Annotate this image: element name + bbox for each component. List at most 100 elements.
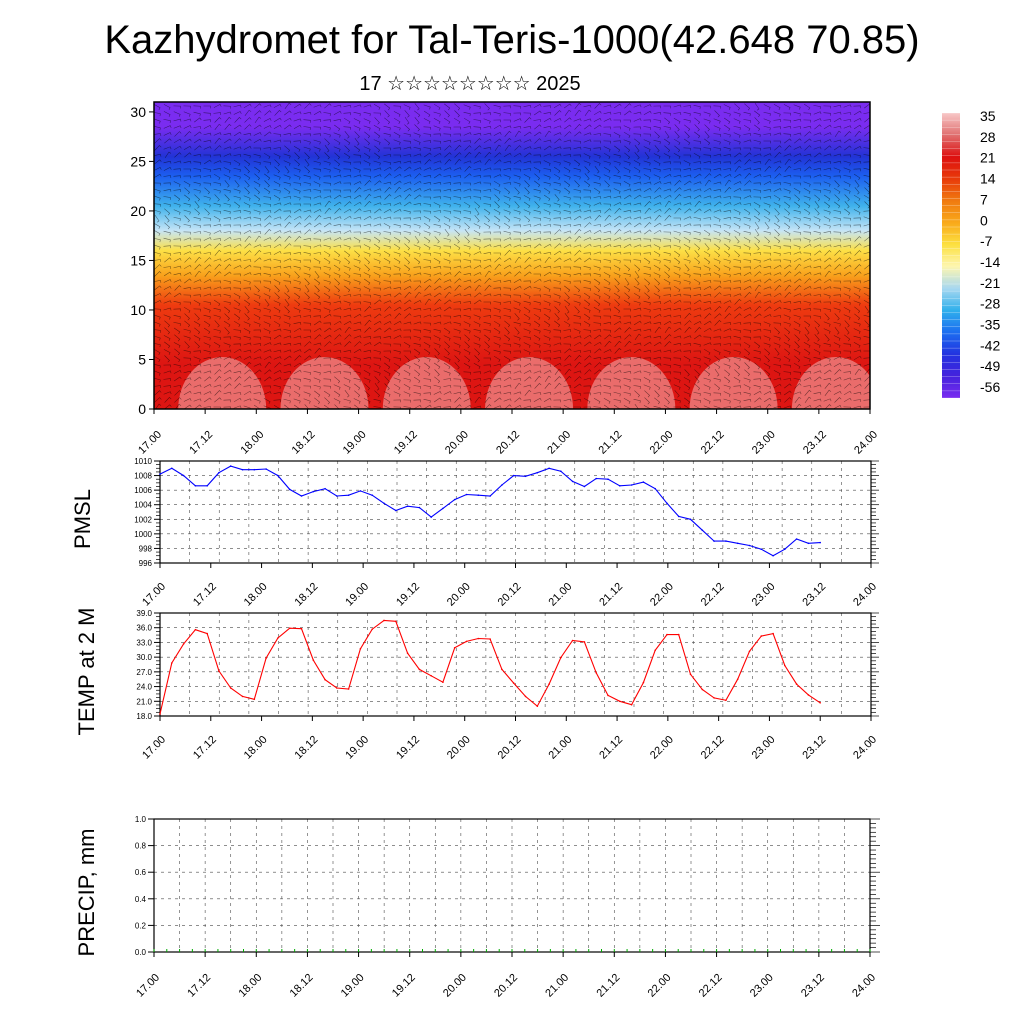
data-point [701,688,704,691]
wind-barb [664,271,670,279]
wind-barb [563,210,571,215]
wind-barb [823,238,832,241]
data-point [666,633,668,636]
wind-barb [224,271,232,277]
wind-barb [313,229,322,235]
wind-barb [483,315,492,319]
wind-barb [603,266,611,270]
wind-barb [283,181,291,187]
wind-barb [423,236,431,244]
wind-barb [203,217,211,221]
wind-barb [243,398,252,402]
wind-barb [164,215,170,223]
wind-barb [313,370,321,376]
wind-barb [173,168,181,172]
wind-barb [483,203,491,207]
wind-barb [573,209,582,213]
wind-barb [304,292,310,300]
wind-barb [723,117,731,125]
data-point [347,688,350,690]
wind-barb [154,223,161,229]
wind-barb [223,399,231,403]
wind-barb [623,181,631,187]
wind-barb [334,334,342,340]
wind-barb [613,265,621,271]
wind-barb [344,145,350,153]
wind-barb [463,349,471,355]
wind-barb [313,258,321,264]
wind-barb [723,168,732,171]
wind-barb [523,342,531,348]
wind-barb [304,215,312,221]
wind-barb [383,397,391,405]
wind-barb [793,244,801,250]
wind-barb [383,237,391,243]
wind-barb [533,119,542,122]
wind-barb [303,182,311,187]
wind-barb [174,152,182,158]
wind-barb [663,357,671,361]
wind-barb [273,174,281,180]
wind-barb [823,194,831,202]
data-point [206,632,208,635]
wind-barb [844,145,852,151]
wind-barb [824,334,830,342]
wind-barb [703,293,712,297]
wind-barb [213,210,221,214]
wind-barb [603,321,612,325]
y-tick-label: 996 [139,559,153,568]
wind-barb [253,321,261,327]
wind-barb [793,328,801,334]
wind-barb [673,357,681,361]
wind-barb [653,272,661,278]
wind-barb [433,173,442,179]
data-point [159,473,161,475]
wind-barb [513,321,521,327]
wind-barb [733,259,741,264]
wind-barb [474,348,480,356]
y-tick-label: 0 [138,401,146,417]
wind-barb [183,224,191,229]
wind-barb [593,293,601,299]
wind-barb [284,235,292,242]
data-point [477,494,480,497]
wind-barb [223,216,232,220]
x-tick-label: 21.12 [597,734,625,762]
wind-barb [583,132,592,136]
wind-barb [654,214,662,221]
wind-barb [304,103,312,109]
wind-barb [513,238,521,242]
wind-barb [203,293,212,297]
wind-barb [793,391,802,395]
wind-barb [413,272,422,276]
wind-barb [624,145,631,153]
wind-barb [254,369,262,375]
wind-barb [764,236,770,244]
data-point [300,495,303,497]
wind-barb [193,391,202,395]
wind-barb [593,160,601,166]
wind-barb [614,348,622,354]
wind-barb [233,397,242,403]
wind-barb [863,230,870,234]
wind-barb [264,215,272,221]
wind-barb [733,385,741,389]
wind-barb [193,181,201,187]
wind-barb [333,342,342,346]
wind-barb [463,117,471,125]
wind-barb [203,356,212,360]
wind-barb [384,187,392,193]
wind-barb [354,187,362,193]
wind-barb [284,110,292,116]
wind-barb [863,175,870,180]
wind-barb [183,237,192,241]
wind-barb [543,145,552,151]
wind-barb [443,175,452,178]
wind-barb [343,363,351,369]
wind-barb [163,307,172,311]
wind-barb [363,377,371,383]
wind-barb [674,194,682,200]
wind-barb [753,390,762,395]
wind-barb [244,124,252,130]
wind-barb [553,293,561,299]
